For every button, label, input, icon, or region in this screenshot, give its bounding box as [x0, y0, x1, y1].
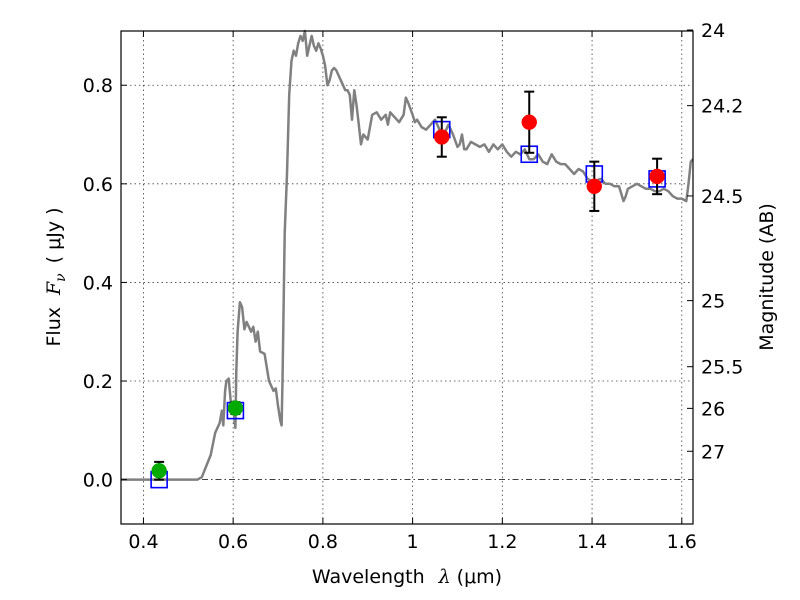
axis-ticks: 0.4 0.6 0.8 1 1.2 1.4 1.6 0.0 0.2 0.4 0.6 0.8 24 24.2…: [83, 20, 744, 553]
observed-flux-point: [151, 463, 167, 479]
y-tick-label: 0.4: [83, 272, 113, 294]
y2-tick-label: 24: [701, 20, 725, 42]
x-tick-label: 0.8: [308, 531, 338, 553]
y2-tick-label: 24.2: [701, 96, 743, 118]
x-tick-label: 0.6: [218, 531, 248, 553]
observed-flux-point: [521, 114, 538, 130]
observed-flux-point: [649, 168, 665, 185]
y2-tick-label: 27: [701, 441, 725, 463]
sed-model-layer: [121, 29, 694, 481]
plot-frame: [120, 30, 694, 525]
x-axis-title: Wavelength λ (μm): [312, 566, 502, 588]
sed-model-line: [121, 29, 694, 481]
y2-tick-label: 25: [701, 291, 725, 313]
y2-tick-label: 25.5: [701, 357, 743, 379]
x-tick-label: 1.4: [577, 531, 607, 553]
observed-flux-point: [586, 178, 603, 195]
y2-tick-label: 24.5: [701, 186, 743, 208]
x-tick-label: 0.4: [128, 531, 158, 553]
y2-tick-label: 26: [701, 398, 725, 420]
y-axis-title: FluxFν( μJy ): [43, 207, 69, 346]
x-tick-label: 1: [407, 531, 419, 553]
observed-flux-point: [434, 129, 450, 145]
photometry-layer: [150, 90, 666, 489]
grid: [121, 31, 693, 524]
y-tick-label: 0.0: [83, 470, 113, 492]
y-tick-label: 0.2: [83, 371, 113, 393]
observed-flux-point: [227, 400, 244, 416]
y-tick-label: 0.8: [83, 75, 113, 97]
y-tick-label: 0.6: [83, 174, 113, 196]
y2-axis-title: Magnitude (AB): [756, 203, 778, 351]
x-tick-label: 1.2: [487, 531, 517, 553]
x-tick-label: 1.6: [667, 531, 697, 553]
